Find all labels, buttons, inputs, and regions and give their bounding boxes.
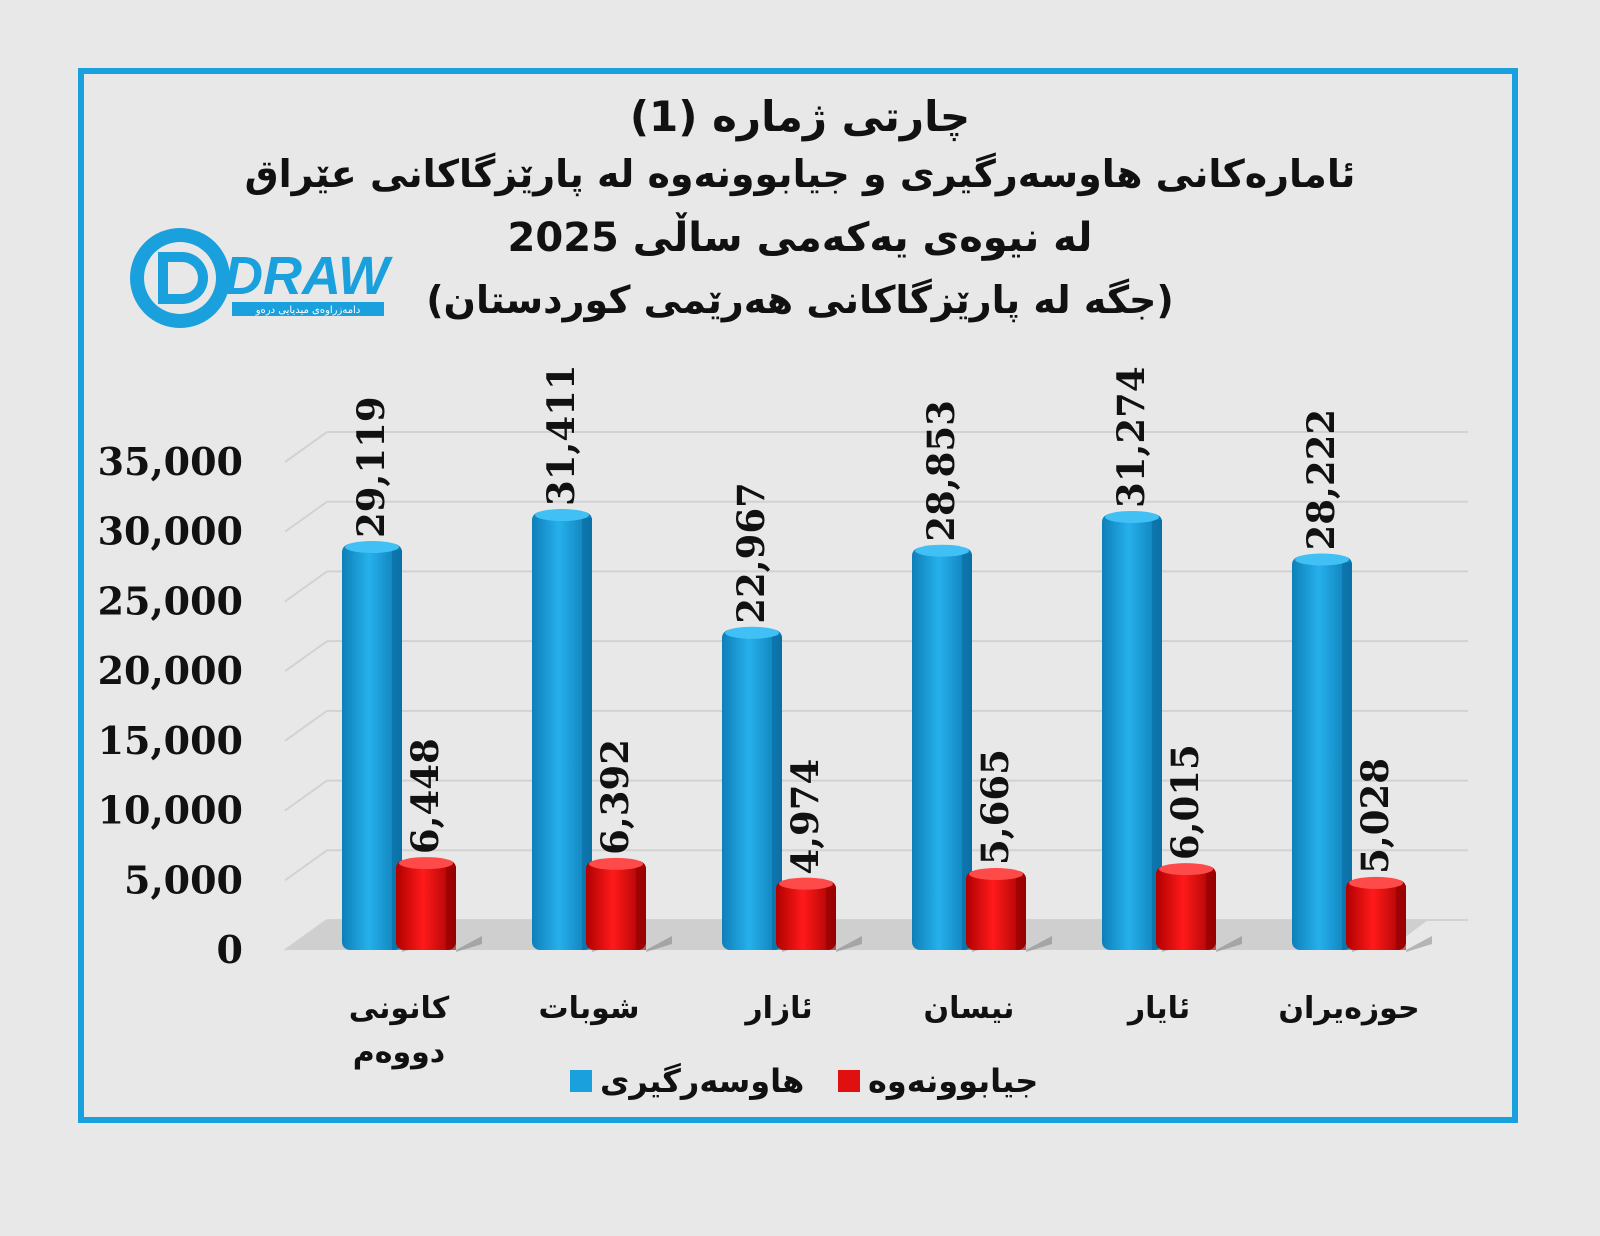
bar-side-shade — [1396, 885, 1406, 950]
divorce-bar — [1346, 879, 1406, 950]
bar-shadow — [646, 936, 672, 952]
x-tick-label: دووەم — [353, 1035, 445, 1070]
x-tick-label: ئازار — [743, 991, 812, 1026]
marriage-bar — [342, 543, 402, 950]
y-tick-label: 20,000 — [98, 648, 243, 693]
y-tick-label: 5,000 — [124, 857, 243, 902]
grid-line — [284, 500, 328, 533]
y-tick-label: 35,000 — [98, 439, 243, 484]
y-tick-label: 25,000 — [98, 578, 243, 623]
legend-divorce-swatch — [838, 1070, 860, 1092]
grid-line — [284, 570, 328, 603]
x-axis: کانونی دووەم شوبات ئازار نیسان ئایار حوزەیران — [349, 991, 1420, 1070]
bar-top — [1159, 863, 1213, 876]
chart-note: (جگە لە پارێزگاکانی هەرێمی کوردستان) — [426, 278, 1174, 322]
grid-line — [284, 640, 328, 672]
y-axis: 0 5,000 10,000 15,000 20,000 25,000 30,000 35,0… — [98, 439, 243, 972]
marriage-bar — [1292, 556, 1352, 950]
grid-line — [284, 710, 328, 742]
legend-label: جیابوونەوە — [868, 1062, 1038, 1100]
bar-shadow — [836, 936, 862, 952]
bar-top — [969, 868, 1023, 881]
bar-side-shade — [772, 635, 782, 950]
data-label: 5,665 — [973, 749, 1017, 865]
divorce-bar — [586, 860, 646, 950]
bar-top — [345, 540, 399, 553]
bar-side-shade — [582, 518, 592, 950]
x-tick-label: ئایار — [1126, 991, 1190, 1026]
bar-top — [589, 857, 643, 870]
bar-top — [725, 626, 779, 639]
grid — [284, 431, 1468, 951]
bar-top — [915, 544, 969, 557]
chart-subtitle: ئامارەکانی هاوسەرگیری و جیابوونەوە لە پا… — [244, 152, 1356, 196]
bar-shadow — [1406, 936, 1432, 952]
data-label: 6,392 — [593, 739, 637, 855]
chart-title: چارتی ژمارە (1) — [629, 92, 971, 141]
bar-top — [535, 509, 589, 522]
grid-line — [284, 431, 328, 463]
data-label: 28,222 — [1299, 409, 1343, 551]
legend-marriage-swatch — [570, 1070, 592, 1092]
bar-side-shade — [1152, 519, 1162, 950]
data-label: 6,448 — [403, 738, 447, 854]
bar-shadow — [1026, 936, 1052, 952]
legend: هاوسەرگیری جیابوونەوە — [570, 1062, 1038, 1100]
grid-line — [284, 849, 328, 882]
x-tick-label: شوبات — [539, 991, 640, 1026]
bar-side-shade — [446, 866, 456, 950]
divorce-bar — [396, 860, 456, 950]
y-tick-label: 10,000 — [98, 788, 243, 833]
x-tick-label: کانونی — [349, 991, 450, 1026]
bar-side-shade — [826, 886, 836, 950]
y-tick-label: 30,000 — [98, 509, 243, 554]
bar-side-shade — [962, 553, 972, 950]
bar-side-shade — [1016, 877, 1026, 950]
bar-side-shade — [1342, 562, 1352, 950]
data-label: 6,015 — [1163, 744, 1207, 860]
y-tick-label: 15,000 — [98, 718, 243, 763]
x-tick-label: نیسان — [924, 991, 1015, 1026]
bar-shadow — [456, 936, 482, 952]
data-label: 31,411 — [539, 364, 583, 506]
marriage-bar — [532, 512, 592, 950]
bar-shadow — [1216, 936, 1242, 952]
grid-line — [284, 779, 328, 812]
data-label: 29,119 — [349, 396, 393, 538]
marriage-bar — [912, 547, 972, 950]
bar-top — [399, 857, 453, 870]
bar-top — [1105, 510, 1159, 523]
legend-label: هاوسەرگیری — [600, 1062, 804, 1100]
draw-logo: DRAW دامەزراوەی میدیایی درەو — [130, 228, 393, 328]
divorce-bar — [1156, 866, 1216, 950]
divorce-bar — [966, 871, 1026, 950]
data-label: 31,274 — [1109, 366, 1153, 508]
y-tick-label: 0 — [217, 927, 243, 972]
data-label: 22,967 — [729, 482, 773, 624]
marriage-bar — [722, 629, 782, 950]
svg-text:DRAW: DRAW — [224, 246, 393, 306]
divorce-bar — [776, 880, 836, 950]
chart-period: لە نیوەی یەکەمی ساڵی 2025 — [507, 215, 1093, 261]
data-label: 5,028 — [1353, 758, 1397, 874]
bar-top — [1349, 876, 1403, 889]
bars — [342, 509, 1432, 952]
data-label: 4,974 — [783, 759, 827, 875]
bar-side-shade — [392, 549, 402, 950]
x-tick-label: حوزەیران — [1278, 991, 1419, 1026]
data-labels: 29,119 6,448 31,411 6,392 22,967 4,974 28,853 5… — [349, 364, 1397, 874]
bar-side-shade — [636, 866, 646, 950]
bar-side-shade — [1206, 872, 1216, 950]
logo-subtext: دامەزراوەی میدیایی درەو — [255, 305, 361, 316]
bar-top — [779, 877, 833, 890]
marriage-bar — [1102, 513, 1162, 950]
data-label: 28,853 — [919, 400, 963, 542]
bar-top — [1295, 553, 1349, 566]
